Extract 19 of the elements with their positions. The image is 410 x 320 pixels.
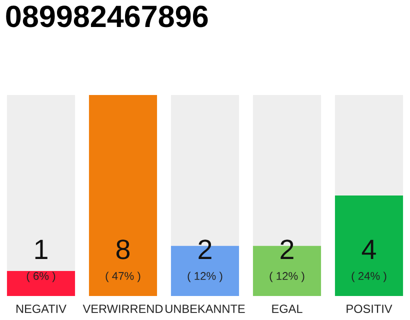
- annotation: ( 12% ): [270, 272, 304, 282]
- x-tick-label: UNBEKANNTE: [166, 304, 245, 314]
- bar: [334, 95, 404, 196]
- bar: [6, 95, 76, 271]
- data-label: 4: [362, 240, 376, 259]
- bar: [6, 270, 76, 296]
- x-tick-label: VERWIRREND: [82, 304, 163, 313]
- bar: [334, 196, 404, 296]
- bar: [88, 95, 158, 296]
- x-tick-label: POSITIV: [346, 304, 392, 314]
- x-tick-label: NEGATIV: [16, 304, 66, 314]
- data-label: 1: [35, 240, 48, 259]
- data-label: 8: [116, 240, 130, 260]
- annotation: ( 12% ): [188, 272, 222, 282]
- x-tick-label: EGAL: [272, 304, 302, 314]
- annotation: ( 47% ): [106, 272, 140, 282]
- annotation: ( 6% ): [26, 272, 56, 282]
- annotation: ( 24% ): [352, 272, 386, 282]
- chart-title: 089982467896: [6, 6, 208, 28]
